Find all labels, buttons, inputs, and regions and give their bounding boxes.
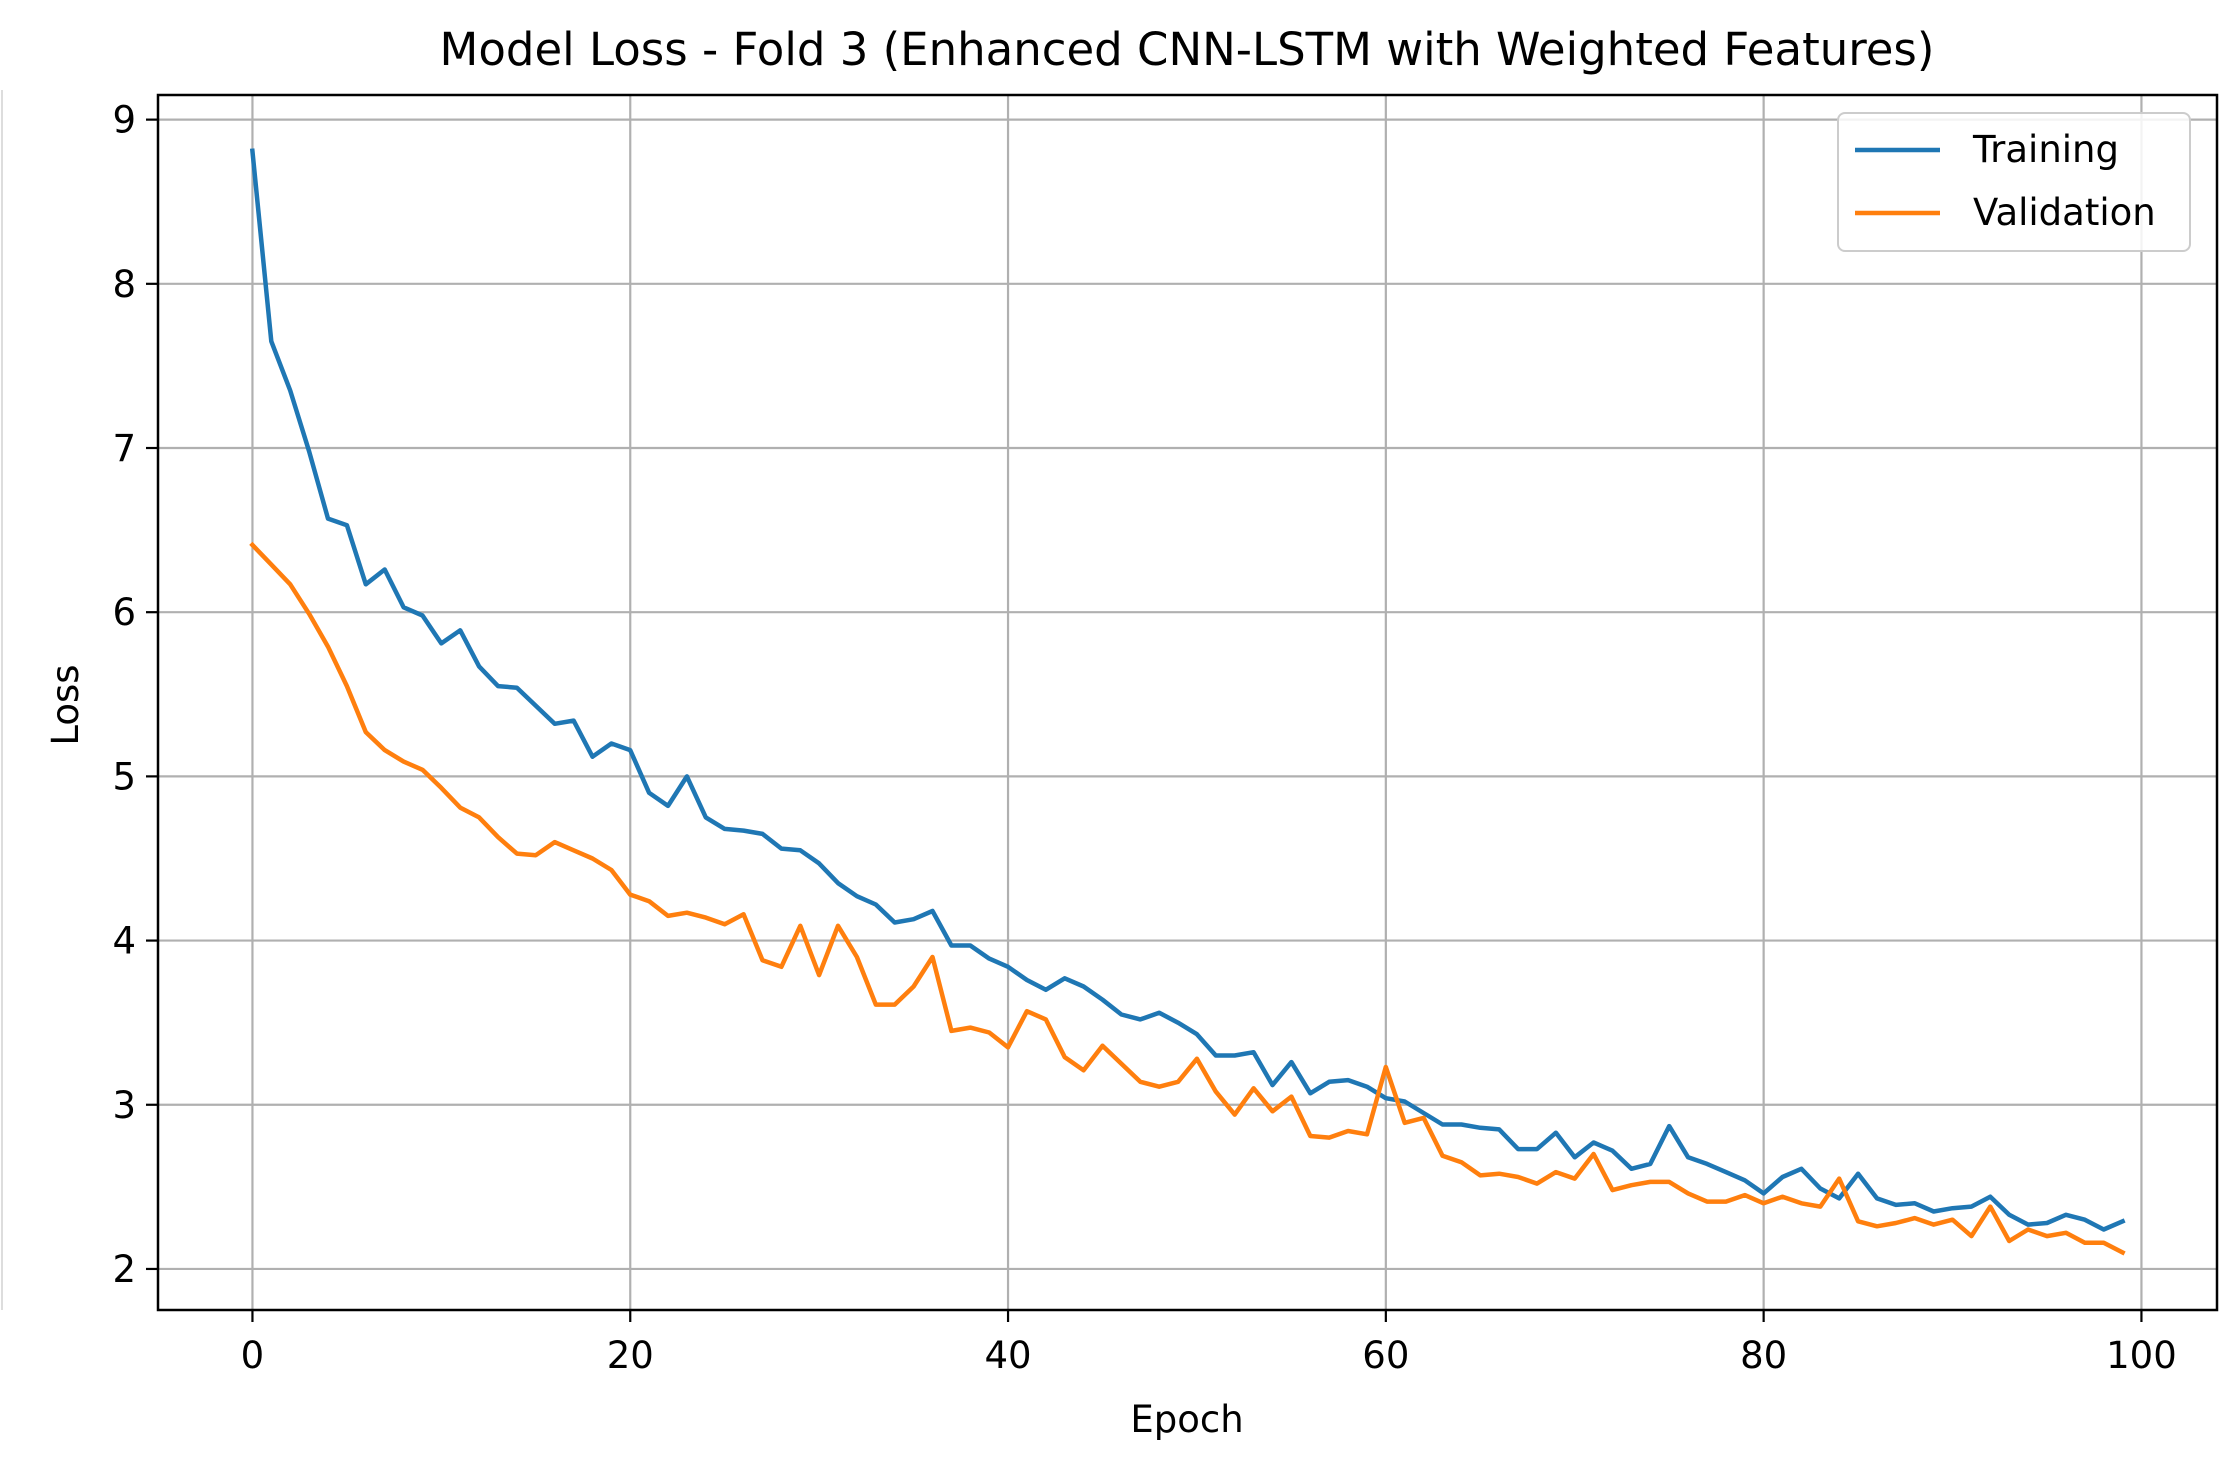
- y-tick-label: 3: [112, 1084, 136, 1127]
- y-axis-label: Loss: [44, 664, 87, 745]
- chart-title: Model Loss - Fold 3 (Enhanced CNN-LSTM w…: [440, 23, 1935, 76]
- x-tick-label: 80: [1740, 1334, 1787, 1377]
- y-tick-label: 6: [112, 591, 136, 634]
- legend-label-training: Training: [1972, 128, 2119, 171]
- x-tick-label: 100: [2106, 1334, 2177, 1377]
- legend-box: [1837, 112, 2191, 252]
- x-tick-label: 20: [607, 1334, 654, 1377]
- y-tick-label: 7: [112, 427, 136, 470]
- plot-area-frame: [156, 93, 2219, 1312]
- legend-label-validation: Validation: [1973, 191, 2156, 234]
- x-tick-label: 0: [241, 1334, 265, 1377]
- y-tick-label: 5: [112, 755, 136, 798]
- y-tick-label: 9: [112, 99, 136, 142]
- x-tick-label: 60: [1362, 1334, 1409, 1377]
- series-lines: [249, 148, 2126, 1256]
- legend: Training Validation: [1837, 112, 2191, 252]
- axis-ticks: 0 20 40 60 80 100 2 3 4 5 6 7 8 9: [112, 99, 2176, 1377]
- y-tick-label: 2: [112, 1248, 136, 1291]
- y-tick-label: 8: [112, 263, 136, 306]
- x-axis-label: Epoch: [1130, 1398, 1243, 1441]
- x-tick-label: 40: [984, 1334, 1031, 1377]
- series-line-training: [249, 148, 2126, 1232]
- grid-lines: [158, 95, 2217, 1310]
- y-tick-label: 4: [112, 920, 136, 963]
- series-line-validation: [249, 541, 2126, 1256]
